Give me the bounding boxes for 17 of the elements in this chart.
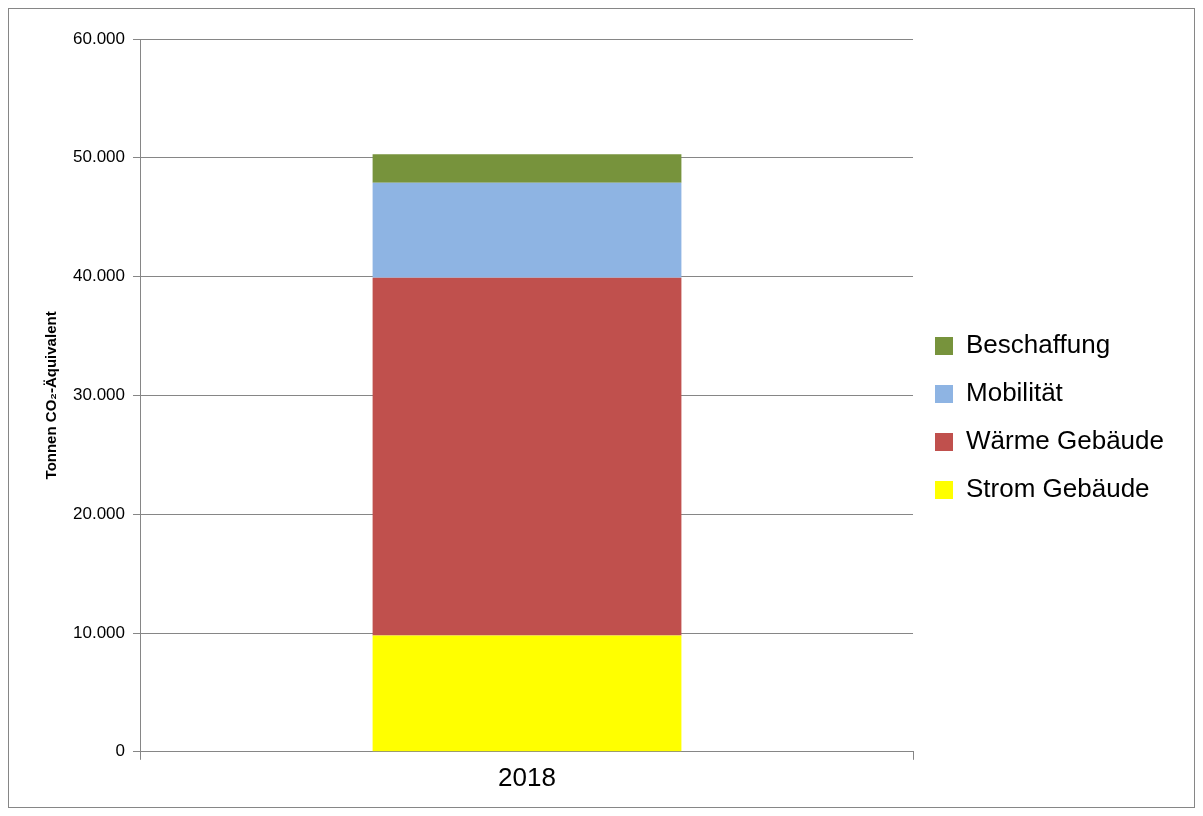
legend-label: Wärme Gebäude: [966, 425, 1164, 456]
y-tick-label: 60.000: [73, 28, 125, 48]
y-tick-label: 40.000: [73, 266, 125, 286]
y-tick-label: 0: [115, 741, 125, 761]
y-tick-label: 30.000: [73, 385, 125, 405]
legend-label: Strom Gebäude: [966, 473, 1150, 504]
bar: [372, 154, 682, 183]
y-axis-title: Tonnen CO₂-Äquivalent: [42, 311, 60, 480]
bar: [372, 277, 682, 636]
y-tick-label: 50.000: [73, 147, 125, 167]
y-tick-label: 20.000: [73, 503, 125, 523]
bar: [372, 182, 682, 278]
legend-label: Beschaffung: [966, 329, 1111, 360]
y-tick-label: 10.000: [73, 622, 125, 642]
bar: [372, 635, 682, 752]
x-tick-label: 2018: [498, 761, 556, 792]
legend-label: Mobilität: [966, 377, 1064, 408]
